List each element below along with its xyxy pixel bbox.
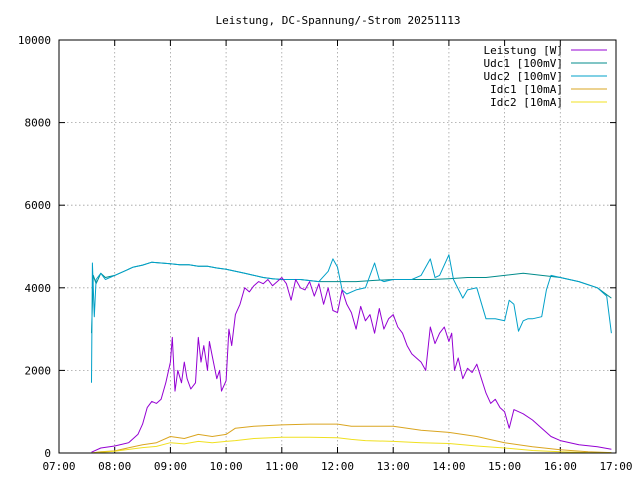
series-line-1 (91, 277, 612, 453)
legend-label: Udc2 [100mV] (484, 70, 563, 83)
x-tick-label: 17:00 (599, 460, 632, 473)
series-line-5 (91, 436, 612, 454)
x-tick-label: 08:00 (98, 460, 131, 473)
plot-frame (58, 39, 617, 454)
x-tick-label: 12:00 (321, 460, 354, 473)
chart-title: Leistung, DC-Spannung/-Strom 20251113 (215, 14, 460, 27)
series-lines (91, 254, 612, 454)
x-tick-label: 11:00 (265, 460, 298, 473)
legend-label: Udc1 [100mV] (484, 57, 563, 70)
legend: Leistung [W]Udc1 [100mV]Udc2 [100mV]Idc1… (484, 44, 607, 109)
y-tick-label: 10000 (18, 34, 51, 47)
legend-label: Idc2 [10mA] (490, 96, 563, 109)
grid-lines (59, 40, 616, 453)
x-tick-label: 10:00 (210, 460, 243, 473)
series-line-3 (91, 254, 612, 383)
series-line-4 (91, 423, 612, 454)
legend-label: Idc1 [10mA] (490, 83, 563, 96)
x-tick-label: 15:00 (488, 460, 521, 473)
x-tick-label: 13:00 (377, 460, 410, 473)
y-tick-label: 6000 (25, 199, 52, 212)
y-tick-label: 8000 (25, 117, 52, 130)
x-tick-label: 09:00 (154, 460, 187, 473)
y-tick-label: 0 (44, 447, 51, 460)
x-axis: 07:00 08:00 09:00 10:00 11:00 12:00 13:00 14:00… (42, 40, 633, 473)
x-tick-label: 14:00 (432, 460, 465, 473)
series-line-2 (91, 261, 612, 334)
x-tick-label: 07:00 (42, 460, 75, 473)
y-tick-label: 2000 (25, 364, 52, 377)
y-axis: 0 2000 4000 6000 8000 10000 (18, 34, 616, 460)
y-tick-label: 4000 (25, 282, 52, 295)
legend-label: Leistung [W] (484, 44, 563, 57)
x-tick-label: 16:00 (544, 460, 577, 473)
